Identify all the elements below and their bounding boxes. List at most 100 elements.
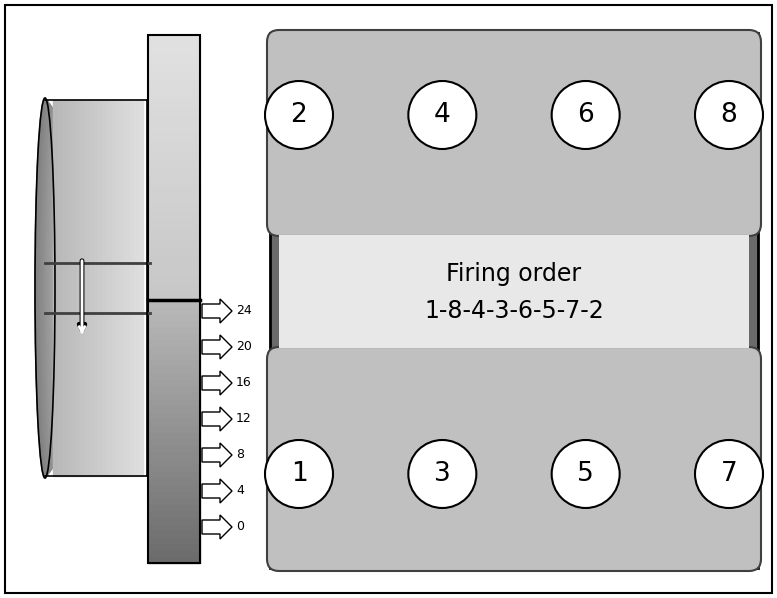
- Bar: [148, 132, 200, 141]
- Bar: [148, 291, 200, 300]
- Bar: [98, 100, 103, 476]
- Bar: [148, 399, 200, 405]
- Bar: [53, 100, 57, 476]
- Bar: [148, 438, 200, 445]
- Ellipse shape: [56, 122, 70, 454]
- Ellipse shape: [35, 98, 55, 478]
- Bar: [148, 320, 200, 327]
- Bar: [148, 158, 200, 167]
- Bar: [62, 100, 67, 476]
- Bar: [148, 524, 200, 530]
- Text: 8: 8: [720, 102, 737, 128]
- Bar: [148, 212, 200, 221]
- Bar: [148, 230, 200, 238]
- Bar: [112, 100, 116, 476]
- Bar: [148, 484, 200, 491]
- Bar: [148, 307, 200, 313]
- Bar: [148, 517, 200, 524]
- Bar: [148, 366, 200, 373]
- Ellipse shape: [61, 128, 74, 448]
- Bar: [148, 150, 200, 158]
- Text: 1: 1: [291, 461, 308, 487]
- Text: 8: 8: [236, 448, 244, 462]
- Bar: [107, 100, 112, 476]
- FancyBboxPatch shape: [267, 347, 761, 571]
- Bar: [148, 167, 200, 176]
- Bar: [148, 471, 200, 478]
- Bar: [125, 100, 130, 476]
- Bar: [148, 458, 200, 465]
- Text: 4: 4: [434, 102, 451, 128]
- Bar: [148, 176, 200, 185]
- Bar: [120, 100, 125, 476]
- Bar: [71, 100, 75, 476]
- Polygon shape: [202, 515, 232, 539]
- Bar: [148, 386, 200, 392]
- Ellipse shape: [42, 106, 60, 470]
- Bar: [148, 543, 200, 550]
- Bar: [148, 373, 200, 379]
- Bar: [148, 536, 200, 543]
- Bar: [148, 300, 200, 307]
- Bar: [148, 346, 200, 353]
- Bar: [148, 379, 200, 386]
- Bar: [148, 511, 200, 517]
- Bar: [148, 79, 200, 88]
- Circle shape: [695, 81, 763, 149]
- Ellipse shape: [68, 136, 78, 440]
- Ellipse shape: [49, 114, 65, 462]
- Bar: [148, 44, 200, 53]
- Bar: [148, 97, 200, 106]
- Polygon shape: [202, 407, 232, 431]
- Bar: [148, 445, 200, 451]
- Ellipse shape: [37, 100, 56, 476]
- Bar: [134, 100, 138, 476]
- Bar: [148, 550, 200, 556]
- FancyBboxPatch shape: [267, 30, 761, 236]
- Polygon shape: [202, 335, 232, 359]
- Bar: [148, 465, 200, 471]
- Bar: [148, 340, 200, 346]
- Bar: [148, 504, 200, 511]
- Bar: [148, 491, 200, 498]
- Bar: [148, 62, 200, 71]
- Circle shape: [409, 440, 476, 508]
- Bar: [270, 33, 758, 568]
- Bar: [148, 313, 200, 320]
- Bar: [89, 100, 93, 476]
- Bar: [148, 359, 200, 366]
- Ellipse shape: [57, 124, 71, 452]
- Bar: [148, 425, 200, 432]
- Ellipse shape: [64, 132, 76, 444]
- Bar: [138, 100, 143, 476]
- Text: 12: 12: [236, 413, 252, 426]
- Text: 2: 2: [291, 102, 308, 128]
- Ellipse shape: [40, 104, 59, 472]
- Bar: [148, 282, 200, 291]
- Bar: [148, 556, 200, 563]
- Circle shape: [265, 440, 333, 508]
- Polygon shape: [202, 299, 232, 323]
- Bar: [148, 273, 200, 282]
- Text: 16: 16: [236, 377, 252, 389]
- Polygon shape: [202, 479, 232, 503]
- Bar: [148, 53, 200, 62]
- Bar: [148, 327, 200, 333]
- Bar: [148, 141, 200, 150]
- Ellipse shape: [47, 112, 64, 464]
- Bar: [148, 35, 200, 563]
- Bar: [148, 114, 200, 123]
- Bar: [148, 451, 200, 458]
- Ellipse shape: [51, 116, 66, 460]
- FancyBboxPatch shape: [5, 5, 772, 593]
- Text: 3: 3: [434, 461, 451, 487]
- Ellipse shape: [39, 102, 57, 474]
- Bar: [80, 100, 85, 476]
- Bar: [148, 35, 200, 44]
- Ellipse shape: [54, 120, 68, 456]
- Circle shape: [552, 81, 620, 149]
- Bar: [148, 353, 200, 359]
- Text: 20: 20: [236, 340, 252, 353]
- Ellipse shape: [67, 134, 78, 442]
- Bar: [148, 247, 200, 256]
